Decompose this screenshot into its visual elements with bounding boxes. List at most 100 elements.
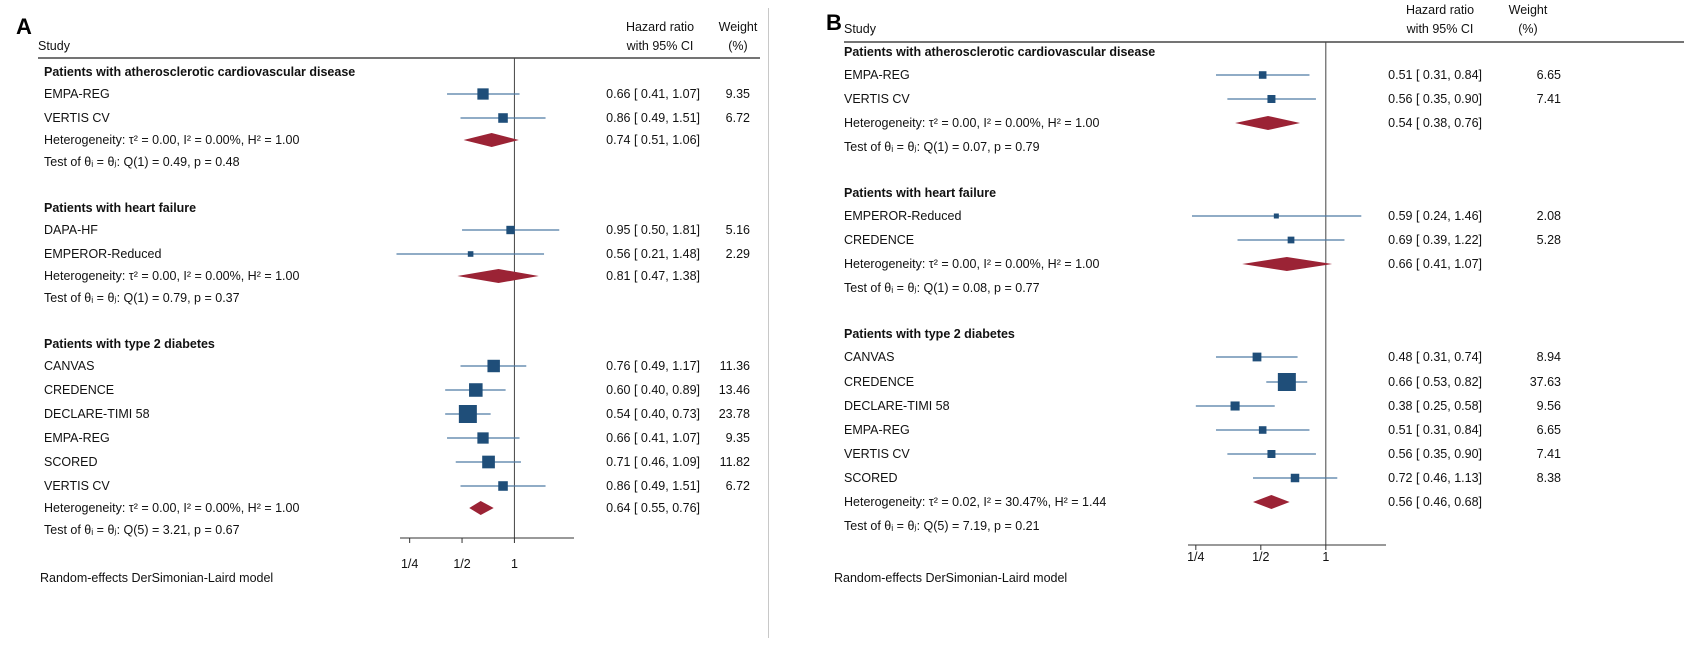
weight-value: 6.65 <box>1537 423 1561 437</box>
heterogeneity-text: Heterogeneity: τ² = 0.00, I² = 0.00%, H²… <box>44 269 299 283</box>
hazard-ratio-value: 0.66 [ 0.41, 1.07] <box>606 87 700 101</box>
homogeneity-test-text: Test of θᵢ = θⱼ: Q(5) = 3.21, p = 0.67 <box>44 523 240 537</box>
column-header-ci: with 95% CI <box>626 39 694 53</box>
hazard-ratio-value: 0.71 [ 0.46, 1.09] <box>606 455 700 469</box>
study-marker <box>1273 213 1279 219</box>
weight-value: 37.63 <box>1530 375 1561 389</box>
weight-value: 11.82 <box>720 455 750 469</box>
panel-label: A <box>16 14 32 39</box>
study-marker <box>1267 95 1276 103</box>
study-name: VERTIS CV <box>844 92 910 106</box>
heterogeneity-text: Heterogeneity: τ² = 0.02, I² = 30.47%, H… <box>844 495 1106 509</box>
homogeneity-test-text: Test of θᵢ = θⱼ: Q(1) = 0.07, p = 0.79 <box>844 140 1040 154</box>
study-marker <box>1252 352 1262 362</box>
weight-value: 5.16 <box>726 223 750 237</box>
x-axis-tick-label: 1/2 <box>1252 550 1269 564</box>
pooled-hazard-ratio-value: 0.66 [ 0.41, 1.07] <box>1388 257 1482 271</box>
study-name: CANVAS <box>844 350 894 364</box>
pooled-diamond <box>1252 495 1290 509</box>
hazard-ratio-value: 0.95 [ 0.50, 1.81] <box>606 223 700 237</box>
forest-plot-panel-a: A Study Hazard ratio with 95% CI Weight (%) 1/… <box>0 0 768 646</box>
group-title: Patients with atherosclerotic cardiovasc… <box>44 65 355 79</box>
heterogeneity-text: Heterogeneity: τ² = 0.00, I² = 0.00%, H²… <box>44 501 299 515</box>
x-axis-tick-label: 1/4 <box>1187 550 1204 564</box>
hazard-ratio-value: 0.56 [ 0.35, 0.90] <box>1388 447 1482 461</box>
homogeneity-test-text: Test of θᵢ = θⱼ: Q(1) = 0.79, p = 0.37 <box>44 291 240 305</box>
weight-value: 7.41 <box>1537 447 1561 461</box>
column-header-weight: Weight <box>1509 3 1548 17</box>
study-marker <box>477 88 489 100</box>
pooled-hazard-ratio-value: 0.81 [ 0.47, 1.38] <box>606 269 700 283</box>
study-name: EMPEROR-Reduced <box>44 247 161 261</box>
study-marker <box>467 251 474 257</box>
weight-value: 7.41 <box>1537 92 1561 106</box>
study-name: EMPA-REG <box>844 423 910 437</box>
group-title: Patients with atherosclerotic cardiovasc… <box>844 45 1155 59</box>
hazard-ratio-value: 0.54 [ 0.40, 0.73] <box>606 407 700 421</box>
hazard-ratio-value: 0.51 [ 0.31, 0.84] <box>1388 423 1482 437</box>
weight-value: 6.72 <box>726 111 750 125</box>
study-name: VERTIS CV <box>844 447 910 461</box>
weight-value: 9.35 <box>726 431 750 445</box>
column-header-weight: Weight <box>719 20 758 34</box>
column-header-study: Study <box>38 39 71 53</box>
group-title: Patients with type 2 diabetes <box>44 337 215 351</box>
study-name: DECLARE-TIMI 58 <box>844 399 950 413</box>
group-title: Patients with heart failure <box>844 186 996 200</box>
homogeneity-test-text: Test of θᵢ = θⱼ: Q(5) = 7.19, p = 0.21 <box>844 519 1040 533</box>
weight-value: 2.08 <box>1537 209 1561 223</box>
study-name: EMPA-REG <box>844 68 910 82</box>
study-marker <box>458 405 477 423</box>
hazard-ratio-value: 0.60 [ 0.40, 0.89] <box>606 383 700 397</box>
hazard-ratio-value: 0.66 [ 0.41, 1.07] <box>606 431 700 445</box>
pooled-hazard-ratio-value: 0.54 [ 0.38, 0.76] <box>1388 116 1482 130</box>
hazard-ratio-value: 0.76 [ 0.49, 1.17] <box>606 359 700 373</box>
column-header-weight-unit: (%) <box>728 39 747 53</box>
study-name: EMPA-REG <box>44 431 110 445</box>
column-header-hazard-ratio: Hazard ratio <box>1406 3 1474 17</box>
pooled-diamond <box>1242 257 1333 271</box>
x-axis-tick-label: 1 <box>1322 550 1329 564</box>
study-name: CREDENCE <box>44 383 114 397</box>
pooled-hazard-ratio-value: 0.64 [ 0.55, 0.76] <box>606 501 700 515</box>
forest-plot-a-svg: A Study Hazard ratio with 95% CI Weight (%) 1/… <box>16 14 760 585</box>
study-name: DECLARE-TIMI 58 <box>44 407 150 421</box>
study-name: DAPA-HF <box>44 223 98 237</box>
forest-plot-b-svg: B Study Hazard ratio with 95% CI Weight (%) 1/… <box>826 3 1684 585</box>
hazard-ratio-value: 0.56 [ 0.21, 1.48] <box>606 247 700 261</box>
study-marker <box>1258 426 1267 434</box>
pooled-diamond <box>469 501 494 515</box>
study-marker <box>498 113 508 123</box>
study-marker <box>487 359 500 373</box>
weight-value: 11.36 <box>720 359 750 373</box>
forest-plot-panel-b: B Study Hazard ratio with 95% CI Weight (%) 1/… <box>826 0 1687 646</box>
hazard-ratio-value: 0.72 [ 0.46, 1.13] <box>1388 471 1482 485</box>
hazard-ratio-value: 0.86 [ 0.49, 1.51] <box>606 479 700 493</box>
study-name: VERTIS CV <box>44 111 110 125</box>
pooled-hazard-ratio-value: 0.74 [ 0.51, 1.06] <box>606 133 700 147</box>
column-header-study: Study <box>844 22 877 36</box>
weight-value: 8.38 <box>1537 471 1561 485</box>
model-footnote: Random-effects DerSimonian-Laird model <box>40 571 273 585</box>
column-header-ci: with 95% CI <box>1406 22 1474 36</box>
study-marker <box>1290 473 1300 483</box>
study-name: SCORED <box>844 471 897 485</box>
hazard-ratio-value: 0.56 [ 0.35, 0.90] <box>1388 92 1482 106</box>
hazard-ratio-value: 0.38 [ 0.25, 0.58] <box>1388 399 1482 413</box>
study-name: SCORED <box>44 455 97 469</box>
study-marker <box>1277 373 1296 391</box>
pooled-diamond <box>463 133 519 147</box>
heterogeneity-text: Heterogeneity: τ² = 0.00, I² = 0.00%, H²… <box>844 116 1099 130</box>
weight-value: 9.56 <box>1537 399 1561 413</box>
homogeneity-test-text: Test of θᵢ = θⱼ: Q(1) = 0.08, p = 0.77 <box>844 281 1040 295</box>
weight-value: 6.65 <box>1537 68 1561 82</box>
study-name: CANVAS <box>44 359 94 373</box>
hazard-ratio-value: 0.69 [ 0.39, 1.22] <box>1388 233 1482 247</box>
hazard-ratio-value: 0.51 [ 0.31, 0.84] <box>1388 68 1482 82</box>
weight-value: 9.35 <box>726 87 750 101</box>
x-axis-tick-label: 1 <box>511 557 518 571</box>
study-name: CREDENCE <box>844 233 914 247</box>
study-name: EMPEROR-Reduced <box>844 209 961 223</box>
study-name: VERTIS CV <box>44 479 110 493</box>
group-title: Patients with heart failure <box>44 201 196 215</box>
